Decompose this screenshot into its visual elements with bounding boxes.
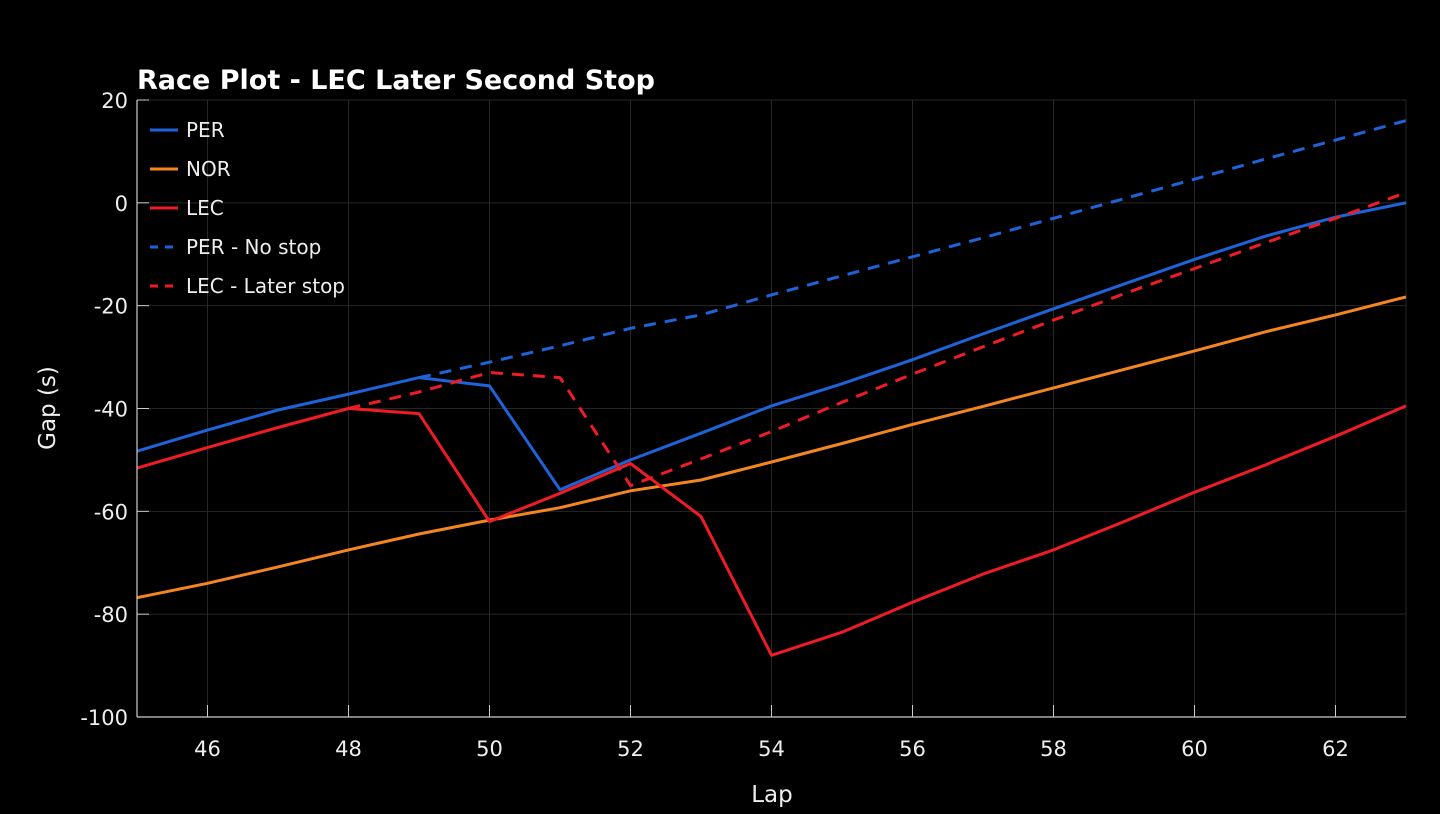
y-tick-label: -80 <box>94 603 128 627</box>
y-tick-label: -20 <box>94 295 128 319</box>
x-tick-label: 52 <box>617 737 644 761</box>
series-line-nor <box>136 295 1407 600</box>
y-axis-label: Gap (s) <box>35 366 61 450</box>
x-axis-label: Lap <box>751 782 793 808</box>
series-line-lec-later-stop <box>348 191 1407 488</box>
series-line-per-no-stop <box>418 119 1407 380</box>
chart-title: Race Plot - LEC Later Second Stop <box>137 65 655 96</box>
legend-label-nor: NOR <box>186 157 231 181</box>
x-tick-label: 46 <box>194 737 221 761</box>
x-tick-label: 48 <box>335 737 362 761</box>
legend-label-per-no-stop: PER - No stop <box>186 235 321 259</box>
series-line-per <box>136 201 1407 492</box>
y-tick-label: -100 <box>80 706 128 730</box>
y-tick-label: -60 <box>94 500 128 524</box>
x-tick-label: 60 <box>1181 737 1208 761</box>
legend-label-per: PER <box>186 118 225 142</box>
legend: PER NOR LEC PER - No stop LEC - Later stop <box>150 118 345 298</box>
series-lines <box>136 119 1407 657</box>
grid <box>137 99 1407 718</box>
x-tick-label: 58 <box>1040 737 1067 761</box>
x-tick-label: 50 <box>476 737 503 761</box>
x-tick-label: 56 <box>899 737 926 761</box>
tick-labels: 46 48 50 52 54 56 58 60 62 20 0 -20 -40 -60 -80 -100 <box>80 89 1349 761</box>
y-tick-label: -40 <box>94 398 128 422</box>
legend-label-lec-later-stop: LEC - Later stop <box>186 274 345 298</box>
y-tick-label: 20 <box>101 89 128 113</box>
y-tick-label: 0 <box>115 192 128 216</box>
legend-label-lec: LEC <box>186 196 224 220</box>
x-tick-label: 54 <box>758 737 785 761</box>
x-tick-label: 62 <box>1322 737 1349 761</box>
